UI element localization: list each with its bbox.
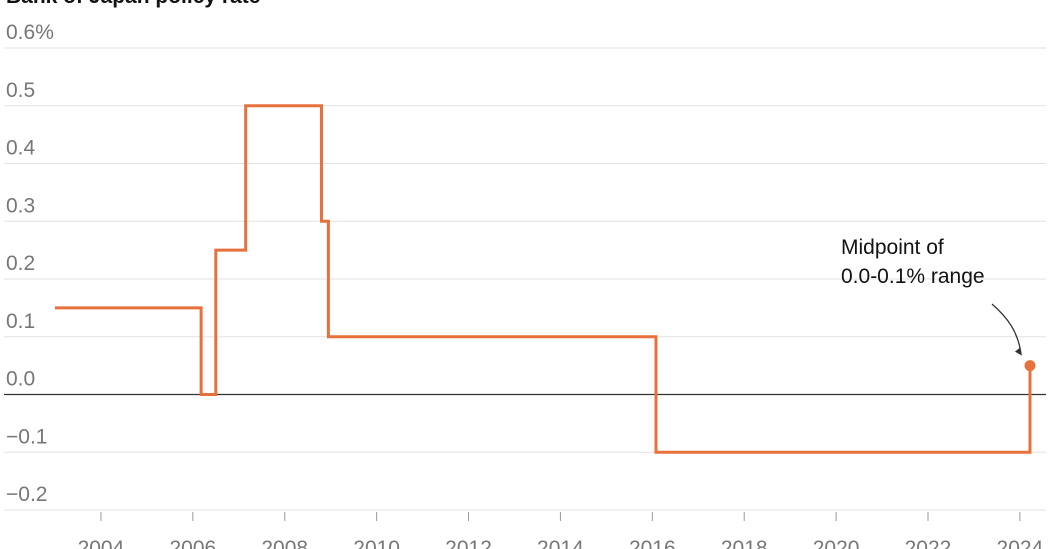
x-tick-label: 2004 <box>78 537 125 549</box>
x-tick-label: 2010 <box>353 537 400 549</box>
annotation-text: Midpoint of <box>841 236 944 259</box>
x-tick-label: 2018 <box>721 537 768 549</box>
series-layer <box>55 104 1036 454</box>
annotation-text: 0.0-0.1% range <box>841 265 985 288</box>
x-tick-label: 2016 <box>629 537 676 549</box>
latest-rate-marker <box>1024 360 1036 372</box>
y-tick-label: 0.0 <box>6 368 35 391</box>
y-tick-label: 0.2 <box>6 252 35 275</box>
chart-title: Bank of Japan policy rate <box>6 0 260 8</box>
y-tick-label: −0.1 <box>6 425 47 448</box>
x-tick-label: 2020 <box>813 537 860 549</box>
y-tick-label: 0.3 <box>6 194 35 217</box>
x-tick-label: 2024 <box>997 537 1044 549</box>
x-axis: 2004 2006 2008 2010 2012 2014 2016 2018 2020 2022… <box>78 512 1044 549</box>
y-tick-label: 0.1 <box>6 310 35 333</box>
annotation: Midpoint of 0.0-0.1% range <box>841 236 1022 356</box>
annotation-arrow <box>991 303 1022 354</box>
policy-rate-line <box>55 104 1032 454</box>
y-tick-label: 0.6% <box>6 21 54 44</box>
y-tick-label: −0.2 <box>6 483 47 506</box>
y-axis: 0.6% 0.5 0.4 0.3 0.2 0.1 0.0 −0.1 −0.2 <box>6 21 54 506</box>
x-tick-label: 2006 <box>169 537 216 549</box>
y-tick-label: 0.4 <box>6 137 36 160</box>
y-tick-label: 0.5 <box>6 79 35 102</box>
x-tick-label: 2008 <box>261 537 308 549</box>
x-tick-label: 2022 <box>905 537 952 549</box>
annotation-arrowhead <box>1015 347 1022 356</box>
x-tick-label: 2012 <box>445 537 492 549</box>
x-tick-label: 2014 <box>537 537 584 549</box>
